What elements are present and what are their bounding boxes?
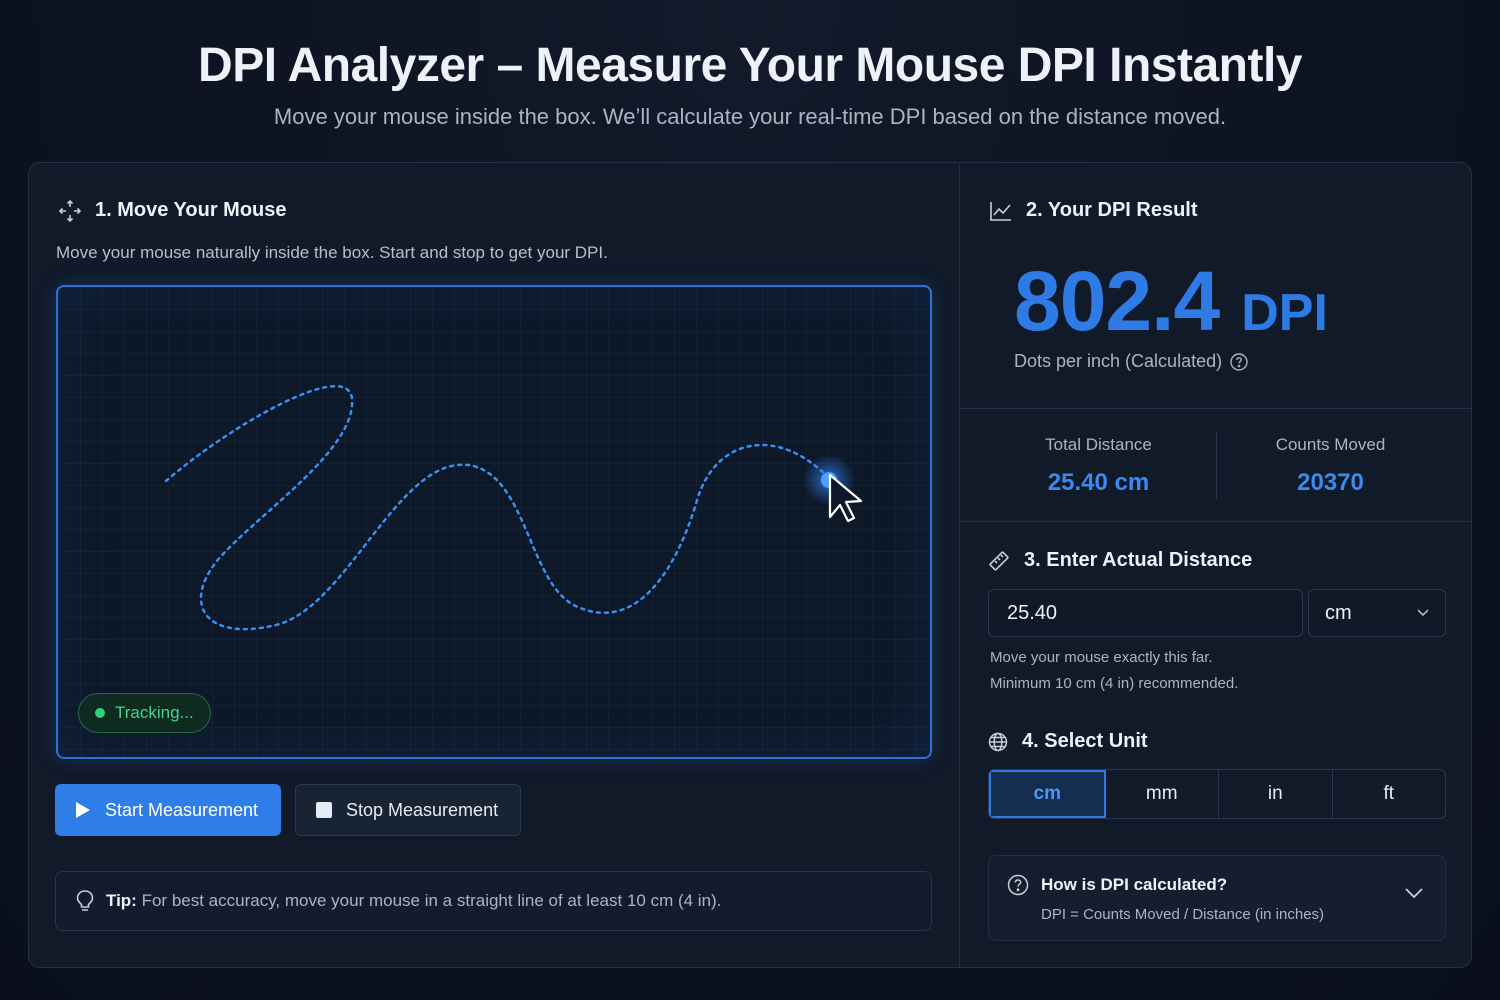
tracking-area[interactable]: Tracking... — [56, 285, 932, 759]
stop-measurement-label: Stop Measurement — [346, 799, 499, 820]
result-panel: 2. Your DPI Result 802.4 DPI Dots per in… — [959, 163, 1471, 967]
total-distance-label: Total Distance — [1045, 435, 1152, 454]
counts-moved-stat: Counts Moved 20370 — [1202, 409, 1459, 523]
move-section-header: 1. Move Your Mouse — [59, 199, 287, 222]
stats-divider — [1216, 433, 1217, 499]
dpi-caption: Dots per inch (Calculated) — [1014, 351, 1248, 372]
tracking-status-text: Tracking... — [115, 703, 194, 722]
unit-tab-in[interactable]: in — [1219, 770, 1333, 818]
dpi-unit: DPI — [1241, 284, 1328, 342]
start-measurement-label: Start Measurement — [105, 799, 259, 820]
result-section-header: 2. Your DPI Result — [990, 199, 1198, 222]
dpi-value: 802.4 — [1014, 254, 1220, 348]
page-title: DPI Analyzer – Measure Your Mouse DPI In… — [198, 39, 1302, 92]
faq-accordion[interactable]: How is DPI calculated? DPI = Counts Move… — [988, 855, 1446, 941]
move-panel: 1. Move Your Mouse Move your mouse natur… — [29, 163, 959, 967]
unit-section-header: 4. Select Unit — [988, 730, 1148, 753]
globe-icon — [988, 732, 1008, 751]
chevron-down-icon — [1417, 609, 1429, 617]
tip-text: For best accuracy, move your mouse in a … — [141, 891, 722, 910]
total-distance-stat: Total Distance 25.40 cm — [970, 409, 1227, 523]
total-distance-value: 25.40 cm — [1047, 469, 1150, 496]
main-card: 1. Move Your Mouse Move your mouse natur… — [28, 162, 1472, 968]
result-section-title: 2. Your DPI Result — [1026, 199, 1198, 221]
unit-section-title: 4. Select Unit — [1022, 730, 1148, 752]
lightbulb-icon — [76, 890, 94, 911]
faq-question-row: How is DPI calculated? — [1007, 874, 1227, 896]
distance-hint-line1: Move your mouse exactly this far. — [990, 649, 1213, 666]
status-dot-icon — [95, 708, 105, 718]
chevron-down-icon[interactable] — [1405, 888, 1423, 899]
distance-section-header: 3. Enter Actual Distance — [988, 549, 1252, 572]
distance-unit-select[interactable]: cm — [1308, 589, 1446, 637]
faq-answer: DPI = Counts Moved / Distance (in inches… — [1041, 906, 1325, 923]
distance-section-title: 3. Enter Actual Distance — [1024, 549, 1253, 571]
start-measurement-button[interactable]: Start Measurement — [55, 784, 281, 836]
distance-hint-line2: Minimum 10 cm (4 in) recommended. — [990, 675, 1239, 692]
ruler-icon — [989, 550, 1009, 571]
move-section-title: 1. Move Your Mouse — [95, 199, 287, 221]
stop-measurement-button[interactable]: Stop Measurement — [295, 784, 521, 836]
question-circle-icon — [1007, 874, 1029, 896]
page-subtitle: Move your mouse inside the box. We’ll ca… — [273, 104, 1227, 129]
unit-tab-ft[interactable]: ft — [1383, 783, 1395, 804]
tip-box: Tip: For best accuracy, move your mouse … — [55, 871, 932, 931]
tip-label: Tip: — [106, 891, 137, 910]
distance-unit-value: cm — [1325, 601, 1352, 624]
unit-tab-cm[interactable]: cm — [989, 770, 1106, 818]
chart-line-icon — [990, 201, 1011, 221]
mouse-path-trace — [164, 385, 863, 631]
unit-selector: cm mm in ft — [988, 769, 1446, 819]
dpi-result: 802.4 DPI — [1014, 253, 1328, 350]
move-section-description: Move your mouse naturally inside the box… — [56, 243, 608, 262]
dpi-caption-text: Dots per inch (Calculated) — [1014, 351, 1223, 371]
move-crosshair-icon — [59, 199, 81, 222]
stop-icon — [316, 802, 332, 818]
stats-row: Total Distance 25.40 cm Counts Moved 203… — [960, 408, 1471, 523]
play-icon — [76, 802, 90, 818]
help-circle-icon[interactable] — [1230, 352, 1248, 371]
distance-input[interactable]: 25.40 — [988, 589, 1303, 637]
tracking-status-badge: Tracking... — [78, 693, 211, 733]
faq-question: How is DPI calculated? — [1041, 875, 1228, 894]
unit-tab-mm[interactable]: mm — [1106, 770, 1219, 818]
counts-moved-label: Counts Moved — [1275, 435, 1386, 454]
counts-moved-value: 20370 — [1297, 469, 1364, 496]
